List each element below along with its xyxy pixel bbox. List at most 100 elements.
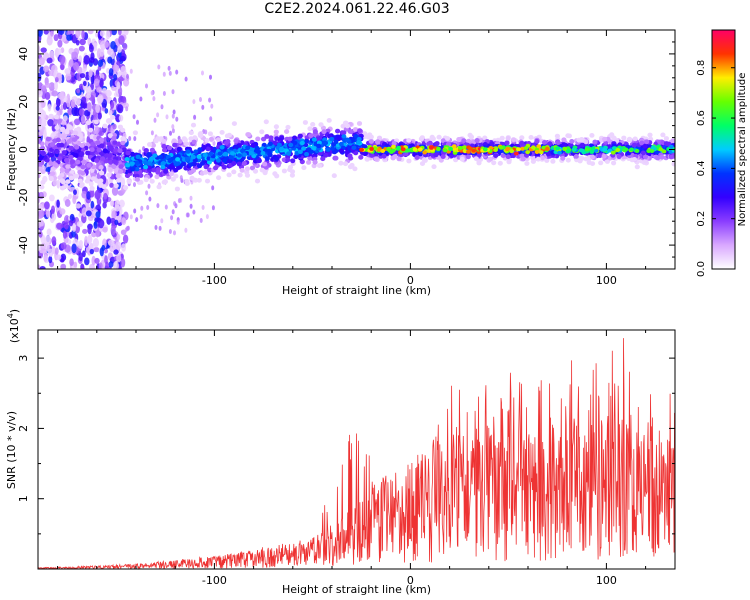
heatmap-cell xyxy=(117,30,122,36)
heatmap-cell xyxy=(226,172,232,178)
heatmap-cell xyxy=(530,159,537,164)
heatmap-cell xyxy=(534,139,540,144)
heatmap-cell xyxy=(106,49,112,55)
heatmap-cell xyxy=(241,160,247,166)
heatmap-cell xyxy=(115,173,121,179)
heatmap-cell xyxy=(84,257,90,266)
heatmap-cell xyxy=(576,137,582,143)
heatmap-cell xyxy=(54,125,60,131)
heatmap-cell xyxy=(341,134,347,139)
heatmap-cell xyxy=(658,147,663,152)
heatmap-cell xyxy=(149,156,155,161)
heatmap-cell xyxy=(54,76,59,83)
heatmap-cell xyxy=(353,134,359,139)
heatmap-cell xyxy=(498,145,504,150)
heatmap-cell xyxy=(338,148,344,154)
heatmap-cell xyxy=(196,177,202,183)
heatmap-cell xyxy=(48,113,54,120)
heatmap-cell xyxy=(655,155,661,161)
heatmap-cell xyxy=(565,157,571,163)
heatmap-cell xyxy=(264,156,270,161)
heatmap-cell xyxy=(222,158,227,163)
heatmap-cell xyxy=(349,162,355,168)
x-tick-label: 0 xyxy=(407,574,414,587)
heatmap-cell xyxy=(38,131,44,137)
heatmap-cell xyxy=(205,214,209,220)
heatmap-cell xyxy=(102,87,108,94)
heatmap-cell xyxy=(325,147,331,152)
heatmap-cell xyxy=(204,138,210,143)
heatmap-cell xyxy=(89,56,95,64)
heatmap-cell xyxy=(436,134,442,140)
heatmap-cell xyxy=(50,205,56,215)
heatmap-cell xyxy=(143,164,149,170)
heatmap-cell xyxy=(177,198,181,204)
heatmap-cell xyxy=(256,150,262,155)
heatmap-cell xyxy=(108,261,114,268)
heatmap-cell xyxy=(75,159,81,165)
heatmap-cell xyxy=(557,150,562,155)
heatmap-cell xyxy=(60,257,65,263)
heatmap-cell xyxy=(147,142,153,147)
heatmap-cell xyxy=(671,161,675,167)
heatmap-cell xyxy=(631,157,638,162)
heatmap-cell xyxy=(268,135,274,141)
heatmap-cell xyxy=(156,112,160,118)
heatmap-cell xyxy=(44,91,51,100)
heatmap-cell xyxy=(245,132,251,137)
heatmap-cell xyxy=(193,114,197,120)
heatmap-cell xyxy=(122,234,129,244)
heatmap-cell xyxy=(44,82,52,88)
heatmap-cell xyxy=(148,196,152,202)
heatmap-cell xyxy=(57,92,64,100)
heatmap-cell xyxy=(193,149,199,154)
heatmap-cell xyxy=(434,141,440,146)
heatmap-cell xyxy=(114,219,119,226)
heatmap-cell xyxy=(183,141,189,147)
heatmap-cell xyxy=(171,113,175,119)
heatmap-cell xyxy=(41,85,47,92)
heatmap-cell xyxy=(89,248,94,255)
heatmap-cell xyxy=(242,152,248,157)
heatmap-cell xyxy=(79,38,86,46)
heatmap-cell xyxy=(158,154,164,160)
heatmap-cell xyxy=(110,51,115,60)
heatmap-cell xyxy=(646,149,652,153)
heatmap-cell xyxy=(80,164,86,170)
heatmap-cell xyxy=(209,74,212,80)
heatmap-cell xyxy=(356,140,362,145)
heatmap-cell xyxy=(161,179,167,185)
heatmap-cell xyxy=(74,97,82,105)
heatmap-cell xyxy=(323,140,329,146)
heatmap-cell xyxy=(668,154,674,160)
heatmap-cell xyxy=(414,155,420,160)
heatmap-cell xyxy=(87,225,92,235)
colorbar xyxy=(711,29,736,270)
heatmap-cell xyxy=(568,142,574,148)
heatmap-cell xyxy=(86,162,92,168)
heatmap-cell xyxy=(121,217,127,226)
heatmap-cell xyxy=(647,132,653,138)
heatmap-cell xyxy=(113,147,119,153)
heatmap-cell xyxy=(289,172,295,178)
heatmap-cell xyxy=(661,149,667,154)
heatmap-cell xyxy=(429,134,435,140)
heatmap-cell xyxy=(40,180,46,185)
heatmap-cell xyxy=(406,158,412,164)
heatmap-cell xyxy=(302,120,308,125)
heatmap-cell xyxy=(329,136,335,142)
heatmap-cell xyxy=(310,122,316,127)
heatmap-cell xyxy=(569,139,575,144)
heatmap-cell xyxy=(71,223,77,232)
heatmap-cell xyxy=(571,147,577,152)
heatmap-cell xyxy=(95,211,101,218)
heatmap-cell xyxy=(112,140,118,146)
heatmap-cell xyxy=(184,181,190,186)
heatmap-cell xyxy=(69,169,75,175)
heatmap-cell xyxy=(308,133,314,139)
heatmap-cell xyxy=(48,161,54,167)
heatmap-cell xyxy=(554,133,561,139)
heatmap-cell xyxy=(46,35,53,46)
heatmap-cell xyxy=(530,155,536,161)
heatmap-cell xyxy=(163,169,169,174)
